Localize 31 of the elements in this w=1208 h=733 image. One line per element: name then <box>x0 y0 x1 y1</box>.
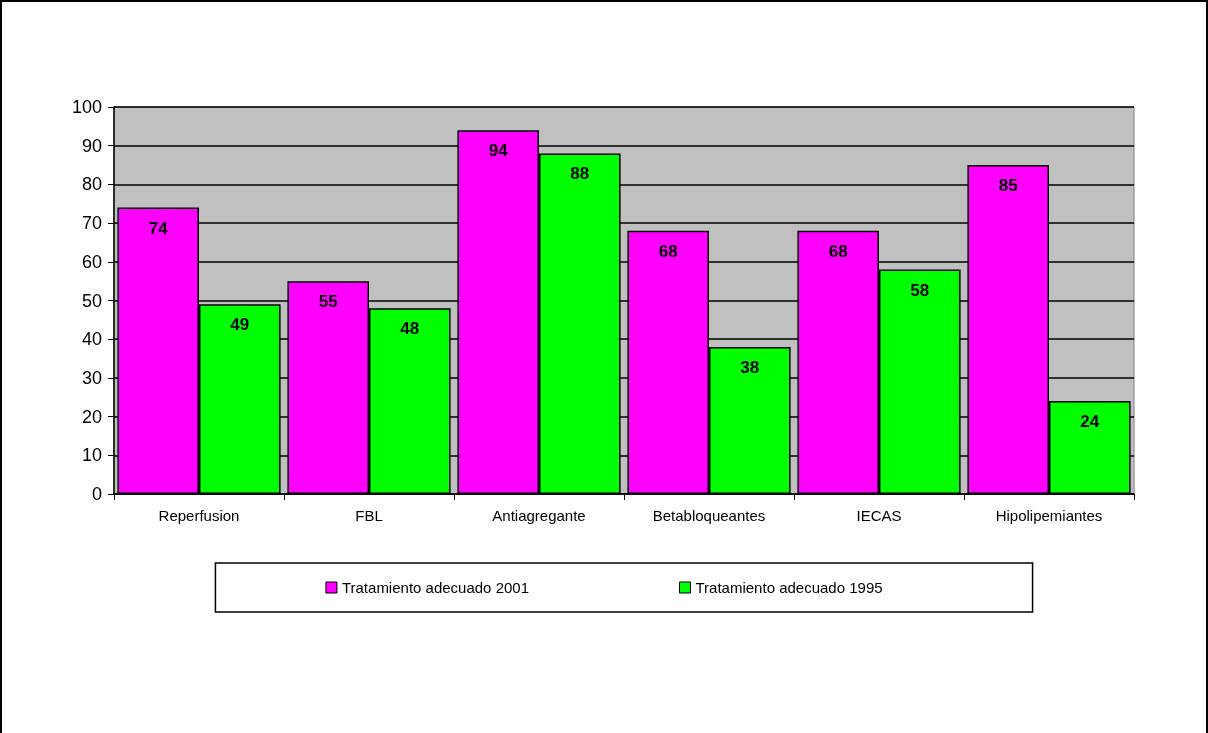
x-tick-label: IECAS <box>856 507 902 524</box>
data-label: 88 <box>570 164 590 184</box>
y-tick-label: 100 <box>71 97 102 117</box>
y-tick-label: 60 <box>81 251 102 272</box>
y-tick-label: 70 <box>81 213 102 234</box>
data-label: 55 <box>318 292 338 312</box>
x-tick-label: FBL <box>355 507 383 524</box>
y-tick-label: 0 <box>91 484 102 504</box>
y-tick-label: 40 <box>81 329 102 350</box>
data-label: 38 <box>740 357 760 377</box>
x-tick-label: Betabloqueantes <box>652 507 766 524</box>
data-label: 49 <box>230 315 250 335</box>
y-tick-label: 10 <box>81 445 102 466</box>
y-tick-label: 30 <box>81 367 102 388</box>
data-label: 24 <box>1080 412 1100 432</box>
data-label: 68 <box>828 241 848 261</box>
data-label: 58 <box>910 280 930 300</box>
legend-label: Tratamiento adecuado 2001 <box>341 579 529 596</box>
x-tick-label: Hipolipemiantes <box>995 507 1103 524</box>
y-tick-label: 20 <box>81 406 102 427</box>
data-label: 94 <box>488 141 509 161</box>
data-label: 48 <box>400 319 420 339</box>
x-tick-label: Reperfusion <box>158 507 240 524</box>
data-label: 68 <box>658 241 678 261</box>
data-label: 85 <box>998 176 1018 196</box>
y-tick-label: 50 <box>81 290 102 311</box>
x-tick-label: Antiagregante <box>492 507 586 524</box>
y-tick-label: 90 <box>81 135 102 156</box>
y-tick-label: 80 <box>81 174 102 195</box>
data-label: 74 <box>148 218 169 238</box>
legend-label: Tratamiento adecuado 1995 <box>695 579 883 596</box>
